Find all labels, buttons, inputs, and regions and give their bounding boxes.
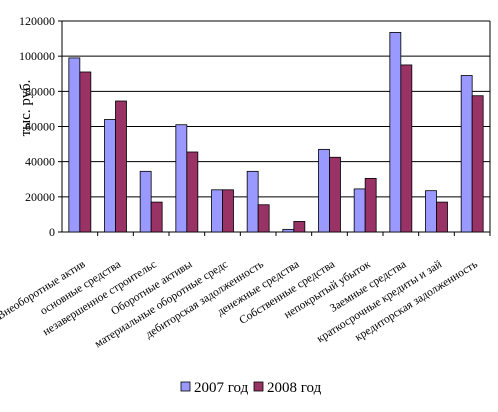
legend-swatch xyxy=(253,381,264,392)
y-tick-label: 100000 xyxy=(19,49,55,63)
bar-series-1 xyxy=(460,75,473,233)
bars xyxy=(68,32,484,233)
grid-lines xyxy=(58,20,490,233)
bar-series-2 xyxy=(150,201,163,233)
bar-series-2 xyxy=(364,177,377,233)
bar-series-1 xyxy=(353,188,366,233)
y-axis-label: тыс. руб. xyxy=(18,80,34,137)
bar-series-1 xyxy=(139,170,152,233)
y-tick-label: 120000 xyxy=(19,14,55,28)
bar-series-1 xyxy=(282,228,295,233)
y-tick-label: 20000 xyxy=(25,190,55,204)
bar-series-2 xyxy=(471,95,484,233)
bar-series-1 xyxy=(68,57,81,233)
bar-series-1 xyxy=(246,170,259,233)
bar-series-1 xyxy=(175,124,188,233)
bar-series-2 xyxy=(186,151,199,233)
bar-series-1 xyxy=(389,32,402,233)
bar-series-2 xyxy=(400,64,413,233)
bar-series-2 xyxy=(257,204,270,233)
y-tick-label: 40000 xyxy=(25,155,55,169)
y-tick-label: 0 xyxy=(49,225,55,239)
bar-series-2 xyxy=(436,201,448,233)
y-tick-label: 80000 xyxy=(25,84,55,98)
y-tick-labels: 0 20000 40000 60000 80000 100000 120000 xyxy=(19,14,55,239)
bar-series-2 xyxy=(293,221,306,233)
bar-series-1 xyxy=(104,119,116,233)
y-tick-label: 60000 xyxy=(25,120,55,134)
bar-series-2 xyxy=(222,189,234,233)
legend-swatch xyxy=(180,381,191,392)
bar-series-1 xyxy=(425,190,437,233)
legend: 2007 год 2008 год xyxy=(180,380,322,396)
bar-series-2 xyxy=(329,156,341,233)
bar-series-1 xyxy=(318,148,330,233)
legend-label: 2007 год xyxy=(194,380,249,396)
bar-series-1 xyxy=(211,189,223,233)
bar-series-2 xyxy=(115,100,127,233)
bar-series-2 xyxy=(79,71,92,233)
legend-label: 2008 год xyxy=(267,380,322,396)
plot-frame xyxy=(61,21,491,236)
